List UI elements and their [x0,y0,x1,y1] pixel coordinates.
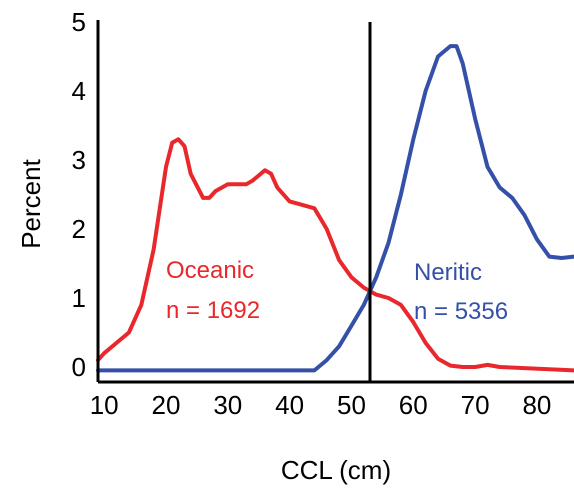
x-tick-label: 30 [213,390,242,420]
y-tick-label: 5 [72,7,86,37]
x-tick-label: 60 [399,390,428,420]
x-tick-label: 80 [522,390,551,420]
y-tick-label: 1 [72,283,86,313]
oceanic-count-label: n = 1692 [166,297,260,324]
y-axis-label: Percent [16,158,46,248]
series-line-neritic [96,44,574,373]
x-tick-label: 20 [152,390,181,420]
x-tick-label: 40 [275,390,304,420]
x-tick-label: 70 [461,390,490,420]
y-tick-labels: 0 1 2 3 4 5 [72,7,86,382]
x-tick-label: 10 [90,390,119,420]
y-tick-label: 4 [72,76,86,106]
x-tick-label: 50 [337,390,366,420]
x-tick-labels: 10 20 30 40 50 60 70 80 [90,390,552,420]
y-tick-label: 3 [72,145,86,175]
series-line-oceanic [96,137,574,373]
y-tick-label: 2 [72,214,86,244]
x-axis-label: CCL (cm) [281,455,391,485]
neritic-count-label: n = 5356 [414,298,508,325]
series-layer [96,44,574,373]
oceanic-label: Oceanic [166,257,254,284]
neritic-label: Neritic [414,259,482,286]
y-tick-label: 0 [72,352,86,382]
